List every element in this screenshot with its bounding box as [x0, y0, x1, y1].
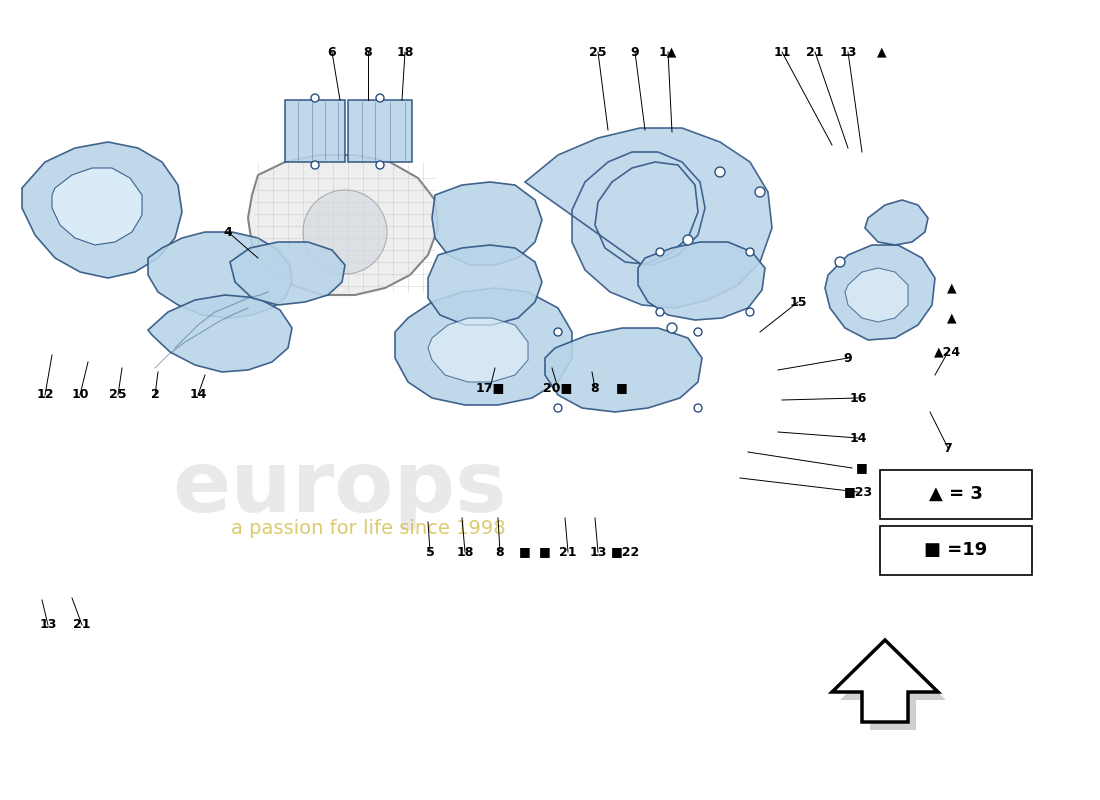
Circle shape [656, 248, 664, 256]
Circle shape [376, 94, 384, 102]
Text: ■: ■ [856, 462, 868, 474]
Polygon shape [395, 288, 572, 405]
Polygon shape [845, 268, 908, 322]
Text: 16: 16 [849, 391, 867, 405]
Circle shape [302, 190, 387, 274]
Text: ■: ■ [539, 546, 551, 558]
Text: 13: 13 [590, 546, 607, 558]
Text: 25: 25 [109, 389, 126, 402]
Circle shape [667, 323, 676, 333]
Text: 9: 9 [844, 351, 852, 365]
Circle shape [715, 167, 725, 177]
Polygon shape [865, 200, 928, 245]
Polygon shape [230, 242, 345, 305]
Text: 7: 7 [944, 442, 953, 454]
Text: 21: 21 [74, 618, 90, 631]
Circle shape [376, 161, 384, 169]
Polygon shape [832, 640, 938, 722]
Polygon shape [428, 318, 528, 382]
Polygon shape [148, 295, 292, 372]
Text: 21: 21 [806, 46, 824, 58]
Text: 15: 15 [790, 295, 806, 309]
Text: europs: europs [173, 446, 507, 530]
Polygon shape [248, 155, 438, 295]
Circle shape [311, 161, 319, 169]
Text: 20■: 20■ [543, 382, 573, 394]
Text: ■ =19: ■ =19 [924, 541, 988, 559]
Text: ▲24: ▲24 [934, 346, 961, 358]
Text: 14: 14 [849, 431, 867, 445]
Text: 12: 12 [36, 389, 54, 402]
Text: 6: 6 [328, 46, 337, 58]
Circle shape [656, 308, 664, 316]
Text: 13: 13 [40, 618, 57, 631]
Text: 9: 9 [630, 46, 639, 58]
Text: 13: 13 [839, 46, 857, 58]
Text: ▲: ▲ [947, 311, 957, 325]
Text: ▲: ▲ [877, 46, 887, 58]
Text: 4: 4 [223, 226, 232, 238]
Text: ■: ■ [519, 546, 531, 558]
Text: 8: 8 [591, 382, 600, 394]
Text: 14: 14 [189, 389, 207, 402]
Text: ▲ = 3: ▲ = 3 [930, 485, 983, 503]
Text: 1▲: 1▲ [659, 46, 678, 58]
Polygon shape [840, 648, 946, 730]
FancyBboxPatch shape [880, 470, 1032, 519]
Text: 18: 18 [396, 46, 414, 58]
Circle shape [755, 187, 764, 197]
Text: 25: 25 [590, 46, 607, 58]
Circle shape [554, 328, 562, 336]
Circle shape [694, 404, 702, 412]
Polygon shape [638, 242, 764, 320]
Text: 17■: 17■ [475, 382, 505, 394]
Polygon shape [52, 168, 142, 245]
Text: 21: 21 [559, 546, 576, 558]
Text: 2: 2 [151, 389, 160, 402]
Polygon shape [348, 100, 412, 162]
Polygon shape [22, 142, 182, 278]
Text: 11: 11 [773, 46, 791, 58]
Polygon shape [285, 100, 345, 162]
Polygon shape [432, 182, 542, 265]
Text: 8: 8 [496, 546, 504, 558]
Polygon shape [525, 128, 772, 308]
Text: 8: 8 [364, 46, 372, 58]
Polygon shape [148, 232, 292, 318]
Circle shape [746, 248, 754, 256]
Circle shape [835, 257, 845, 267]
Polygon shape [825, 245, 935, 340]
Polygon shape [544, 328, 702, 412]
Text: a passion for life since 1998: a passion for life since 1998 [231, 518, 505, 538]
Circle shape [746, 308, 754, 316]
Text: ▲: ▲ [947, 282, 957, 294]
Text: 18: 18 [456, 546, 474, 558]
Text: 5: 5 [426, 546, 434, 558]
Text: ■23: ■23 [844, 486, 872, 498]
Circle shape [554, 404, 562, 412]
Circle shape [694, 328, 702, 336]
Text: ■: ■ [616, 382, 628, 394]
Circle shape [683, 235, 693, 245]
Text: 10: 10 [72, 389, 89, 402]
Text: ■22: ■22 [610, 546, 639, 558]
Circle shape [311, 94, 319, 102]
Polygon shape [428, 245, 542, 325]
FancyBboxPatch shape [880, 526, 1032, 575]
